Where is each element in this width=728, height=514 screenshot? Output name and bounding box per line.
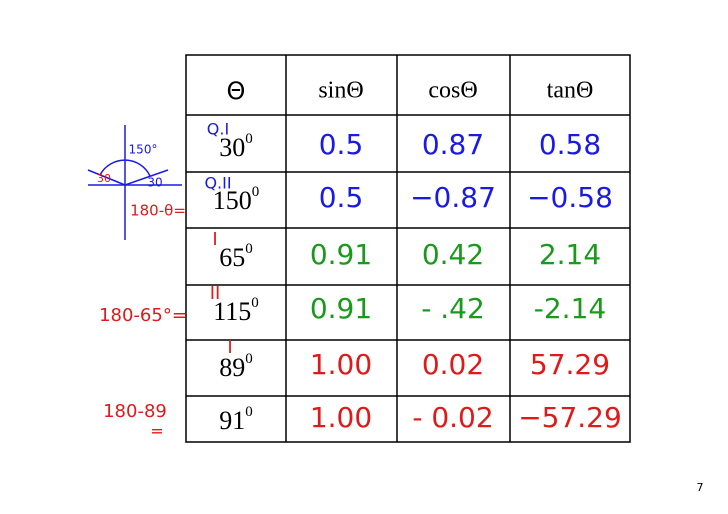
- degree-sup: 0: [245, 351, 253, 367]
- angle: 89: [219, 353, 245, 382]
- ray: [87, 169, 126, 186]
- ray: [124, 169, 169, 186]
- tan-cell: 2.14: [539, 238, 601, 271]
- header-cell: tanΘ: [547, 78, 594, 104]
- degree-sup: 0: [245, 404, 253, 420]
- handwritten-note: 150°: [129, 143, 158, 157]
- sin-cell: 1.00: [310, 401, 372, 434]
- tan-cell: 57.29: [530, 348, 610, 381]
- angle-cell: 650: [219, 241, 253, 272]
- degree-sup: 0: [251, 295, 259, 311]
- degree-sup: 0: [245, 131, 253, 147]
- table-grid: [185, 54, 631, 443]
- handwritten-note: I: [212, 229, 217, 250]
- handwritten-note: Q.I: [207, 120, 229, 139]
- handwritten-note: 30: [147, 176, 162, 190]
- angle-cell: 910: [219, 404, 253, 435]
- unit-diagram: [87, 125, 182, 240]
- sin-cell: 0.91: [310, 238, 372, 271]
- handwritten-note: II: [210, 283, 221, 304]
- header-cell: sinΘ: [318, 78, 363, 104]
- sin-cell: 0.5: [319, 181, 364, 214]
- degree-sup: 0: [252, 184, 260, 200]
- tan-cell: 0.58: [539, 128, 601, 161]
- handwritten-note: 180-89: [103, 401, 167, 422]
- header-cell: cosΘ: [428, 78, 477, 104]
- angle-cell: 1150: [213, 295, 259, 326]
- sin-cell: 0.91: [310, 292, 372, 325]
- angle: 30: [219, 133, 245, 162]
- angle: 115: [213, 297, 251, 326]
- cos-cell: - 0.02: [412, 401, 493, 434]
- degree-sup: 0: [245, 241, 253, 257]
- handwritten-note: 30: [97, 172, 111, 185]
- handwritten-note: 180-65°=: [99, 305, 187, 326]
- cos-cell: 0.42: [422, 238, 484, 271]
- handwritten-note: =: [150, 422, 163, 441]
- handwritten-note: 180-θ=: [130, 202, 186, 220]
- table-border: [185, 54, 631, 443]
- cos-cell: 0.02: [422, 348, 484, 381]
- cos-cell: - .42: [421, 292, 485, 325]
- arc: [99, 159, 151, 177]
- angle-cell: 1500: [213, 184, 260, 215]
- cos-cell: −0.87: [410, 181, 496, 214]
- sin-cell: 0.5: [319, 128, 364, 161]
- header-cell: Θ: [227, 77, 246, 105]
- tan-cell: -2.14: [534, 292, 606, 325]
- sin-cell: 1.00: [310, 348, 372, 381]
- handwritten-note: I: [227, 337, 232, 358]
- tan-cell: −57.29: [518, 401, 622, 434]
- tan-cell: −0.58: [527, 181, 613, 214]
- angle: 150: [213, 186, 252, 215]
- handwritten-note: Q.II: [204, 174, 231, 193]
- angle: 65: [219, 243, 245, 272]
- angle-cell: 300: [219, 131, 253, 162]
- cos-cell: 0.87: [422, 128, 484, 161]
- angle: 91: [219, 406, 245, 435]
- angle-cell: 890: [219, 351, 253, 382]
- page-number: 7: [697, 481, 704, 494]
